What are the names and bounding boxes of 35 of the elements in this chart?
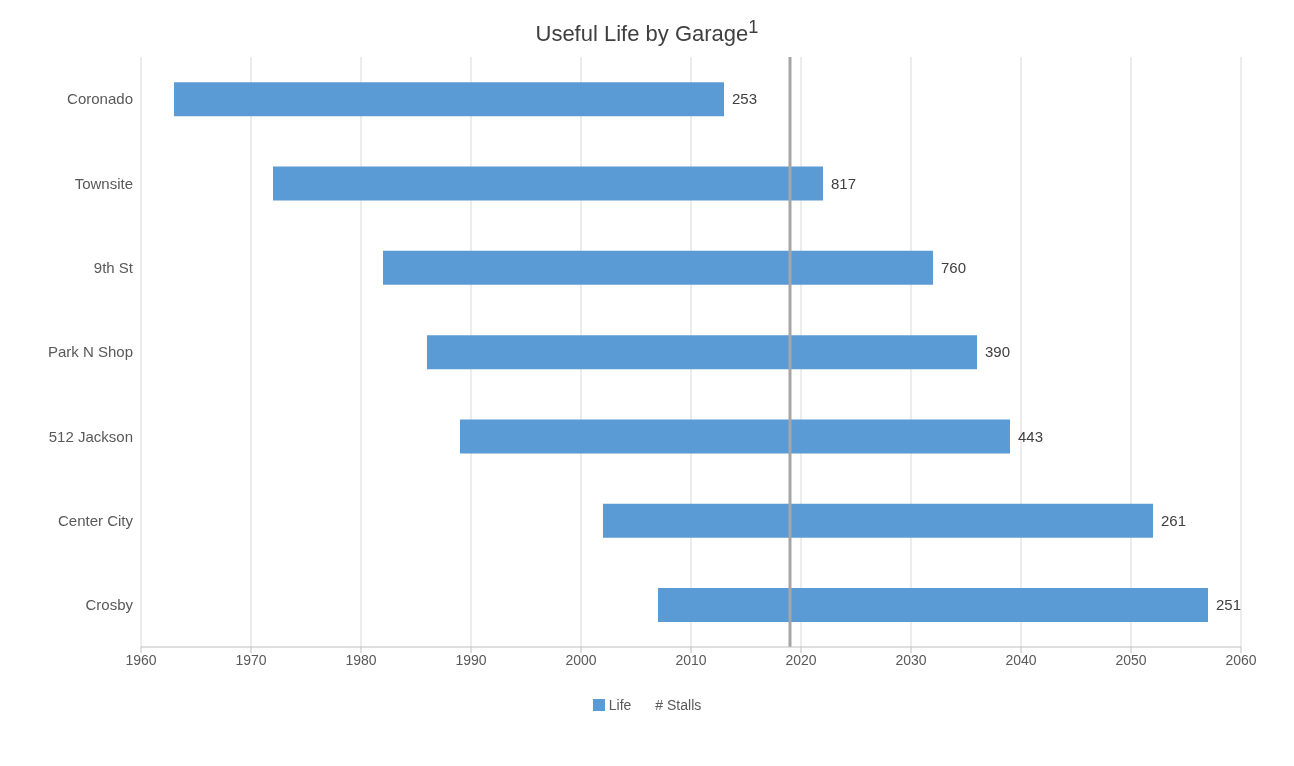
y-tick-label: Coronado — [67, 90, 133, 108]
x-tick-label: 1980 — [345, 652, 377, 669]
x-tick-label: 2040 — [1005, 652, 1037, 669]
y-tick-label: Park N Shop — [47, 343, 133, 361]
x-tick-label: 2050 — [1115, 652, 1147, 669]
y-tick-label: Crosby — [85, 596, 134, 614]
y-tick-label: Townsite — [74, 175, 133, 193]
annotation: 443 — [1018, 427, 1044, 445]
x-tick-label: 2060 — [1225, 652, 1257, 669]
x-tick-label: 2000 — [565, 652, 597, 669]
annotation: 261 — [1161, 512, 1187, 530]
x-tick-label: 1960 — [125, 652, 157, 669]
annotation: 390 — [985, 343, 1011, 361]
y-tick-label: 512 Jackson — [48, 427, 133, 445]
bar — [383, 251, 933, 286]
bar — [427, 335, 977, 370]
x-tick-label: 2030 — [895, 652, 927, 669]
bar — [460, 419, 1010, 454]
bar — [273, 166, 823, 201]
annotation: 760 — [941, 259, 967, 277]
chart-title: Useful Life by Garage$^{1}$ — [534, 15, 760, 48]
y-tick-label: 9th St — [93, 259, 134, 277]
y-tick-label: Center City — [57, 512, 134, 530]
legend-label: Life — [607, 697, 632, 714]
x-tick-label: 1970 — [235, 652, 267, 669]
bar — [174, 82, 724, 117]
x-tick-label: 2010 — [675, 652, 707, 669]
annotation: 253 — [732, 90, 758, 108]
bar — [658, 588, 1208, 623]
annotation: 817 — [831, 175, 857, 193]
text: # Stalls — [655, 697, 702, 714]
x-tick-label: 1990 — [455, 652, 487, 669]
annotation: 251 — [1216, 596, 1242, 614]
x-tick-label: 2020 — [785, 652, 817, 669]
bar — [603, 504, 1153, 539]
